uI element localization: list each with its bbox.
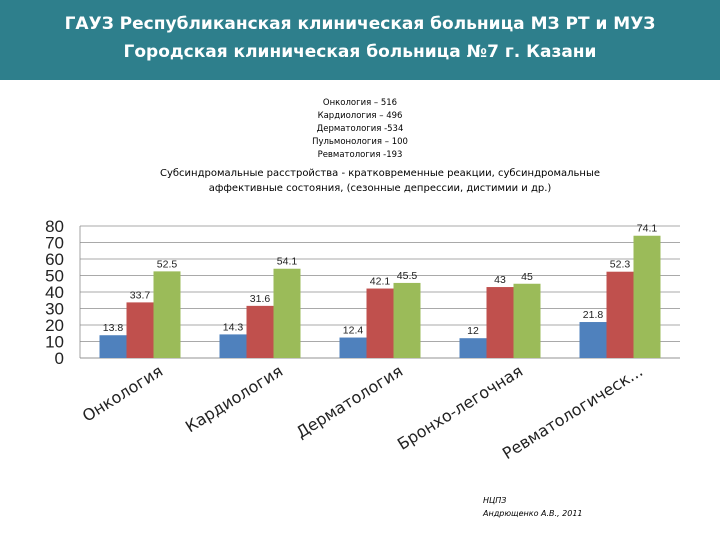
y-tick-label: 70 xyxy=(45,234,64,253)
bar xyxy=(126,302,154,358)
y-tick-label: 50 xyxy=(45,267,64,286)
data-label: 14.3 xyxy=(223,321,244,333)
bar xyxy=(99,335,127,358)
y-tick-label: 30 xyxy=(45,300,64,319)
bar xyxy=(246,305,274,358)
source-note: НЦПЗ Андрющенко А.В., 2011 xyxy=(483,494,583,520)
y-tick-label: 40 xyxy=(45,283,64,302)
title-banner: ГАУЗ Республиканская клиническая больниц… xyxy=(0,0,720,80)
bar xyxy=(513,283,541,358)
data-label: 12.4 xyxy=(343,325,364,337)
x-category-label: Онкология xyxy=(79,361,166,425)
data-label: 52.5 xyxy=(157,258,178,270)
x-category-label: Бронхо-легочная xyxy=(394,361,526,453)
data-label: 45 xyxy=(521,271,533,283)
bar xyxy=(486,287,514,358)
bar xyxy=(339,337,367,358)
bar xyxy=(393,282,421,358)
subtitle-line-2: аффективные состояния, (сезонные депресс… xyxy=(208,183,552,194)
subtitle-line-1: Субсиндромальные расстройства - кратковр… xyxy=(159,168,601,179)
y-tick-label: 20 xyxy=(45,316,64,335)
source-line-1: НЦПЗ xyxy=(483,496,507,505)
note-line: Ревматология -193 xyxy=(317,150,403,160)
bar xyxy=(273,268,301,358)
data-label: 21.8 xyxy=(583,309,604,321)
data-label: 33.7 xyxy=(130,289,151,301)
data-label: 52.3 xyxy=(610,259,631,271)
bar xyxy=(153,271,181,358)
bar xyxy=(606,271,634,358)
data-label: 43 xyxy=(494,274,506,286)
bar xyxy=(579,322,607,358)
y-tick-label: 80 xyxy=(45,217,64,236)
y-tick-label: 0 xyxy=(55,349,64,368)
x-category-label: Кардиология xyxy=(182,361,286,436)
patient-counts-note: Онкология – 516 Кардиология – 496 Дермат… xyxy=(230,97,490,162)
bar xyxy=(459,338,487,358)
source-line-2: Андрющенко А.В., 2011 xyxy=(483,509,583,518)
data-label: 12 xyxy=(467,325,479,337)
data-label: 45.5 xyxy=(397,270,418,282)
data-label: 42.1 xyxy=(370,276,391,288)
note-line: Онкология – 516 xyxy=(322,98,398,108)
note-line: Дерматология -534 xyxy=(316,124,404,134)
bar xyxy=(633,235,661,358)
y-tick-label: 60 xyxy=(45,250,64,269)
x-category-label: Дерматология xyxy=(293,361,406,442)
title-line-2: Городская клиническая больница №7 г. Каз… xyxy=(123,42,597,62)
note-line: Кардиология – 496 xyxy=(317,111,403,121)
title-line-1: ГАУЗ Республиканская клиническая больниц… xyxy=(64,14,656,34)
bar xyxy=(366,288,394,358)
data-label: 13.8 xyxy=(103,322,124,334)
data-label: 54.1 xyxy=(277,256,298,268)
note-line: Пульмонология – 100 xyxy=(312,137,408,147)
data-label: 31.6 xyxy=(250,293,271,305)
chart-subtitle: Субсиндромальные расстройства - кратковр… xyxy=(100,166,660,196)
bar xyxy=(219,334,247,358)
y-tick-label: 10 xyxy=(45,333,64,352)
data-label: 74.1 xyxy=(637,223,658,235)
